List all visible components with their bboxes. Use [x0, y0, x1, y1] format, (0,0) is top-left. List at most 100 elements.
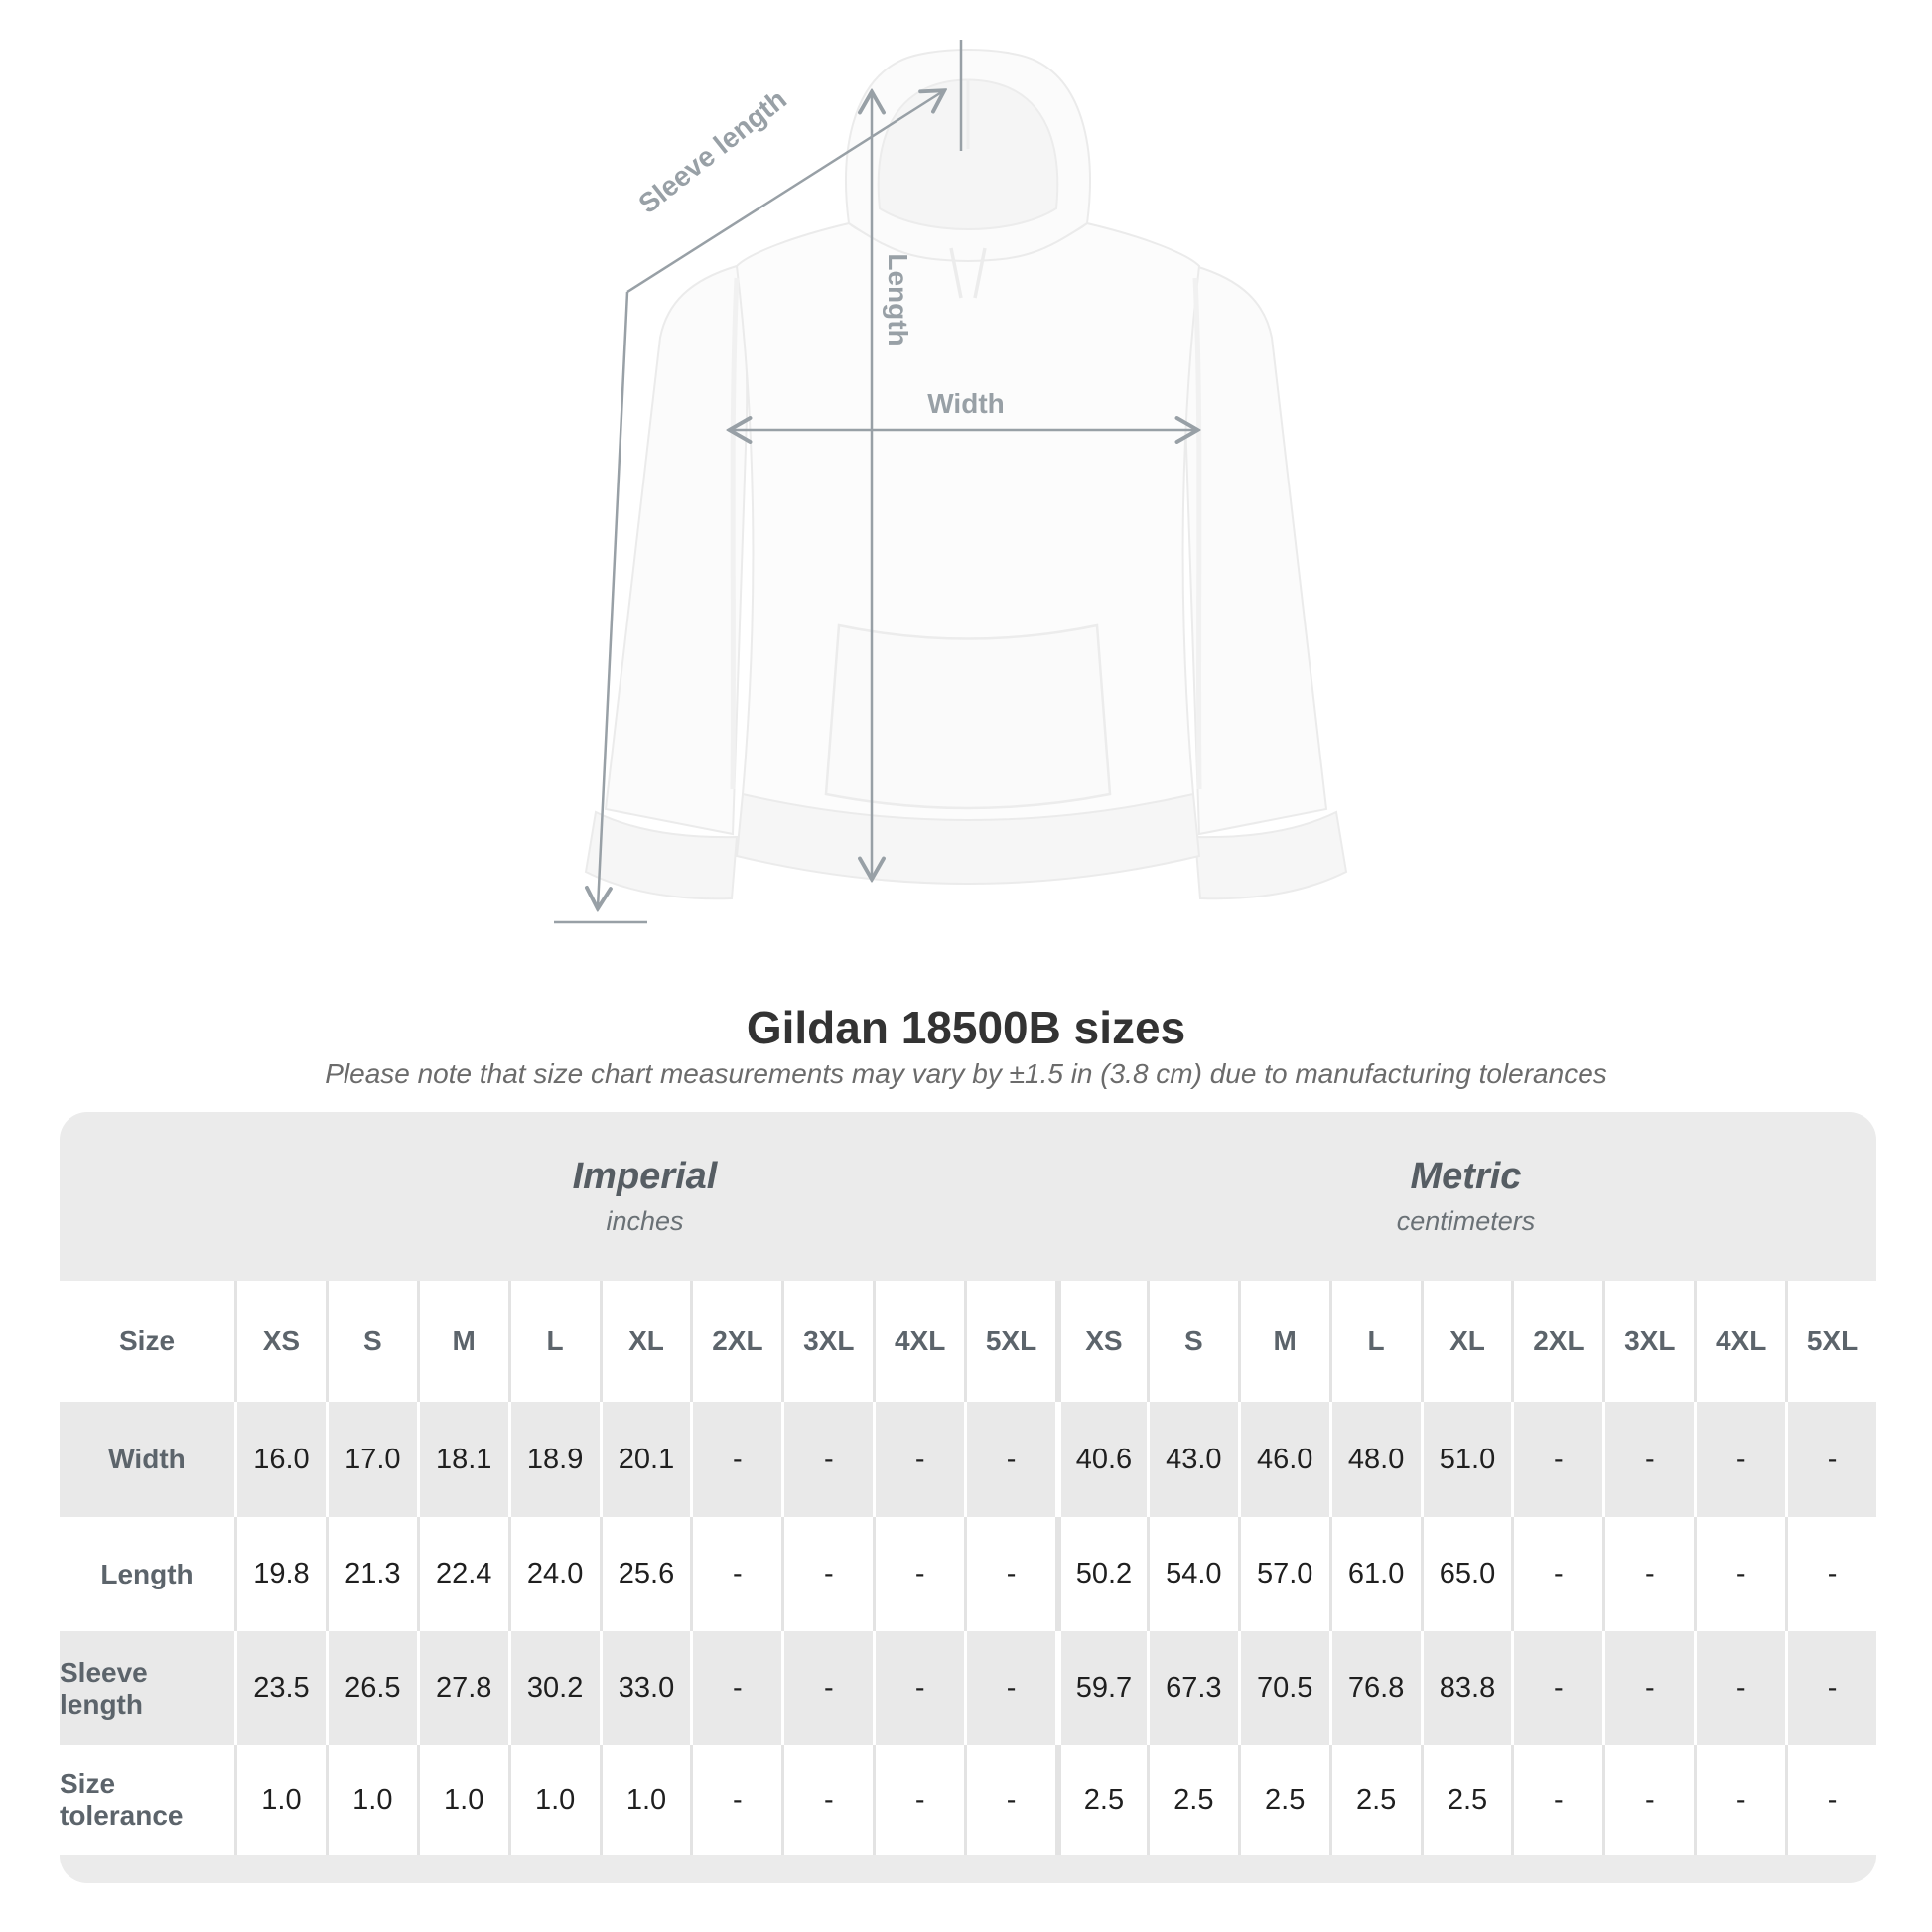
measurement-arrows	[554, 40, 1196, 924]
value-cell-imperial: 26.5	[325, 1631, 417, 1745]
value-cell-metric: 2.5	[1237, 1745, 1329, 1855]
value-cell-metric: 2.5	[1420, 1745, 1512, 1855]
size-col-header-metric: L	[1328, 1281, 1421, 1402]
value-cell-imperial: 1.0	[507, 1745, 600, 1855]
value-cell-imperial: -	[873, 1745, 965, 1855]
value-cell-imperial: -	[781, 1631, 874, 1745]
value-cell-imperial: -	[964, 1745, 1055, 1855]
value-cell-imperial: 27.8	[416, 1631, 508, 1745]
size-col-header-metric: M	[1237, 1281, 1329, 1402]
value-cell-metric: -	[1694, 1402, 1786, 1517]
value-cell-imperial: 1.0	[325, 1745, 417, 1855]
value-cell-imperial: -	[690, 1631, 782, 1745]
value-cell-metric: -	[1785, 1402, 1876, 1517]
value-cell-imperial: 20.1	[599, 1402, 691, 1517]
hood-opening	[877, 78, 1059, 230]
value-cell-imperial: -	[690, 1517, 782, 1631]
value-cell-metric: 83.8	[1420, 1631, 1512, 1745]
hoodie-illustration	[554, 40, 1348, 924]
imperial-unit: inches	[606, 1206, 684, 1236]
size-col-header-imperial: 2XL	[690, 1281, 782, 1402]
value-cell-metric: 43.0	[1146, 1402, 1238, 1517]
value-cell-imperial: -	[873, 1517, 965, 1631]
tolerance-note: Please note that size chart measurements…	[325, 1058, 1607, 1089]
size-col-header-metric: 4XL	[1694, 1281, 1786, 1402]
imperial-header: Imperial inches	[234, 1112, 1055, 1281]
value-cell-imperial: -	[690, 1745, 782, 1855]
value-cell-imperial: -	[964, 1631, 1055, 1745]
value-cell-metric: 2.5	[1328, 1745, 1421, 1855]
value-cell-imperial: -	[781, 1517, 874, 1631]
sleeve-length-arrow	[554, 40, 963, 924]
value-cell-metric: 2.5	[1054, 1745, 1147, 1855]
size-col-header-imperial: L	[507, 1281, 600, 1402]
size-col-header-imperial: 3XL	[781, 1281, 874, 1402]
value-cell-metric: -	[1694, 1631, 1786, 1745]
value-cell-metric: -	[1602, 1517, 1695, 1631]
size-col-header-metric: 2XL	[1511, 1281, 1603, 1402]
value-cell-imperial: 17.0	[325, 1402, 417, 1517]
value-cell-metric: 50.2	[1054, 1517, 1147, 1631]
value-cell-metric: -	[1511, 1517, 1603, 1631]
value-cell-imperial: -	[781, 1745, 874, 1855]
size-col-header-imperial: 4XL	[873, 1281, 965, 1402]
length-label: Length	[883, 253, 913, 346]
size-col-header-metric: XS	[1054, 1281, 1147, 1402]
value-cell-metric: -	[1511, 1402, 1603, 1517]
value-cell-metric: 48.0	[1328, 1402, 1421, 1517]
imperial-title: Imperial	[572, 1156, 718, 1197]
left-cuff	[584, 810, 739, 900]
value-cell-metric: 2.5	[1146, 1745, 1238, 1855]
value-cell-metric: 59.7	[1054, 1631, 1147, 1745]
value-cell-imperial: 21.3	[325, 1517, 417, 1631]
value-cell-metric: 67.3	[1146, 1631, 1238, 1745]
value-cell-metric: -	[1694, 1517, 1786, 1631]
value-cell-metric: -	[1785, 1631, 1876, 1745]
value-cell-metric: 65.0	[1420, 1517, 1512, 1631]
value-cell-imperial: -	[873, 1402, 965, 1517]
size-col-header-metric: XL	[1420, 1281, 1512, 1402]
right-cuff	[1193, 810, 1348, 900]
metric-header: Metric centimeters	[1055, 1112, 1876, 1281]
value-cell-imperial: 22.4	[416, 1517, 508, 1631]
size-col-header-imperial: 5XL	[964, 1281, 1055, 1402]
hoodie-shape	[584, 49, 1348, 900]
value-cell-metric: 54.0	[1146, 1517, 1238, 1631]
value-cell-imperial: -	[964, 1402, 1055, 1517]
metric-title: Metric	[1410, 1156, 1522, 1197]
value-cell-metric: -	[1785, 1517, 1876, 1631]
value-cell-imperial: 25.6	[599, 1517, 691, 1631]
size-col-header-imperial: XS	[234, 1281, 326, 1402]
value-cell-metric: 61.0	[1328, 1517, 1421, 1631]
value-cell-metric: 76.8	[1328, 1631, 1421, 1745]
value-cell-metric: 70.5	[1237, 1631, 1329, 1745]
unit-header-spacer	[60, 1112, 234, 1281]
row-label: Width	[60, 1402, 234, 1517]
value-cell-metric: -	[1602, 1745, 1695, 1855]
width-label: Width	[927, 388, 1005, 419]
value-cell-imperial: -	[873, 1631, 965, 1745]
size-corner-label: Size	[60, 1281, 234, 1402]
value-cell-imperial: 1.0	[234, 1745, 326, 1855]
value-cell-metric: -	[1602, 1631, 1695, 1745]
value-cell-metric: 51.0	[1420, 1402, 1512, 1517]
drawstrings	[949, 247, 987, 299]
size-col-header-imperial: S	[325, 1281, 417, 1402]
value-cell-imperial: 24.0	[507, 1517, 600, 1631]
hoodie-figure: Sleeve length Length Width	[554, 40, 1348, 924]
value-cell-metric: -	[1694, 1745, 1786, 1855]
value-cell-metric: -	[1602, 1402, 1695, 1517]
value-cell-imperial: 23.5	[234, 1631, 326, 1745]
kangaroo-pocket	[824, 623, 1112, 810]
value-cell-imperial: 18.9	[507, 1402, 600, 1517]
size-table: Imperial inches Metric centimeters Size X…	[60, 1112, 1876, 1883]
value-cell-imperial: -	[964, 1517, 1055, 1631]
value-cell-imperial: 1.0	[416, 1745, 508, 1855]
size-col-header-metric: 5XL	[1785, 1281, 1876, 1402]
page-title: Gildan 18500B sizes	[746, 1002, 1186, 1053]
size-col-header-metric: 3XL	[1602, 1281, 1695, 1402]
row-label: Length	[60, 1517, 234, 1631]
size-col-header-imperial: M	[416, 1281, 508, 1402]
value-cell-imperial: 30.2	[507, 1631, 600, 1745]
